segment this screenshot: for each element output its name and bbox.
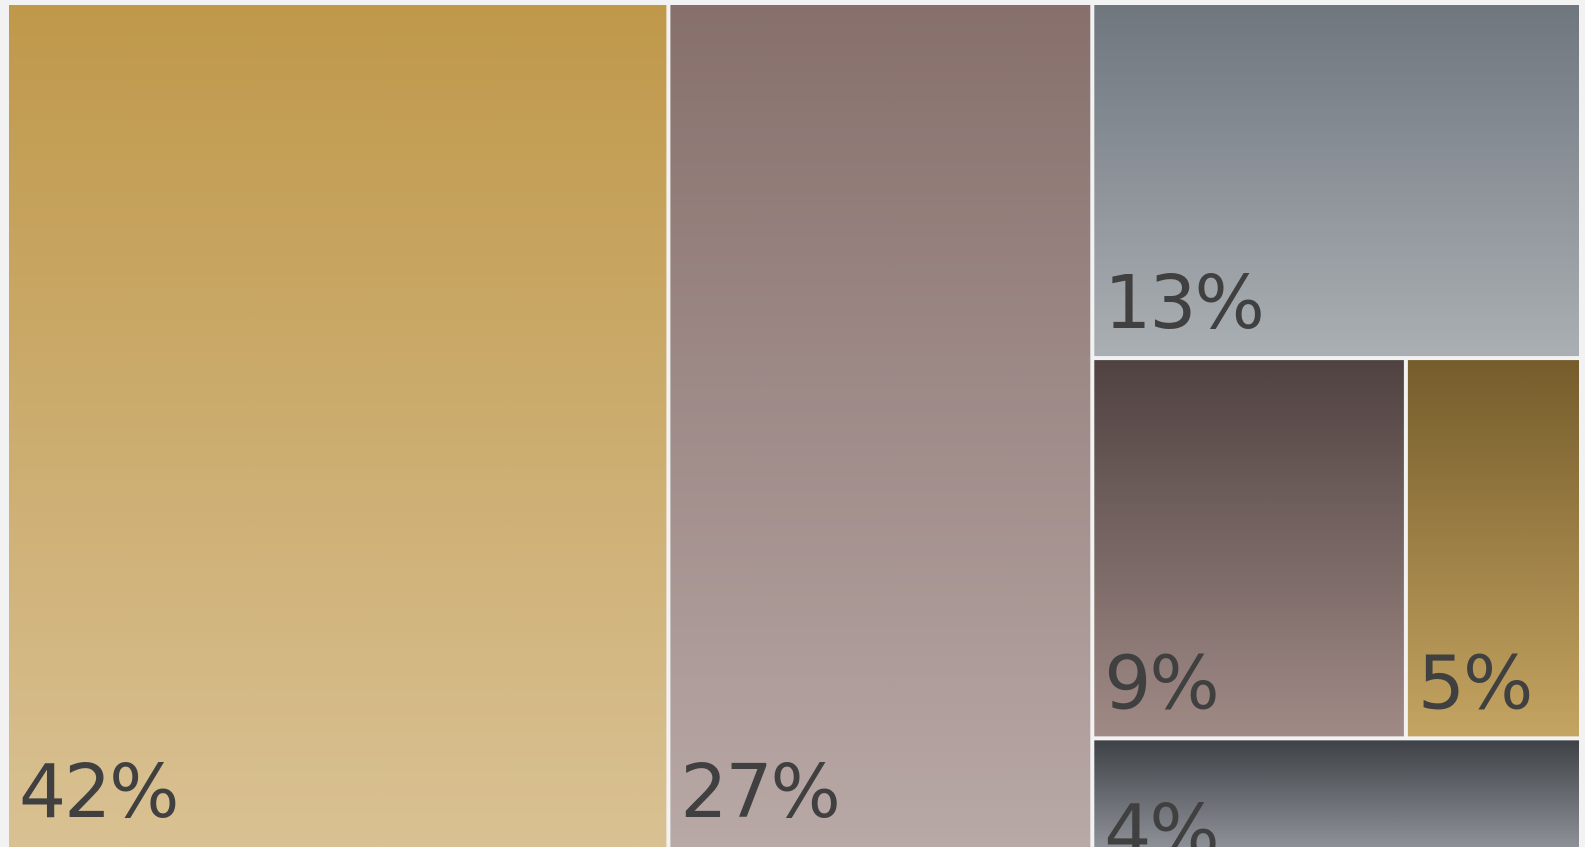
tile-4[interactable]: 5% — [1407, 360, 1579, 737]
tile-rect-1[interactable] — [670, 5, 1091, 847]
tile-rect-2[interactable] — [1094, 5, 1579, 357]
tile-0[interactable]: 42% — [9, 5, 667, 847]
tile-label-5: 4% — [1104, 789, 1217, 847]
tile-label-0: 42% — [19, 749, 177, 835]
tiles-layer: 42% 27% 13% 9% 5% 4% — [9, 5, 1579, 847]
tile-label-3: 9% — [1104, 640, 1217, 726]
tile-3[interactable]: 9% — [1094, 360, 1404, 737]
tile-label-2: 13% — [1104, 260, 1262, 346]
tile-2[interactable]: 13% — [1094, 5, 1579, 357]
tile-rect-0[interactable] — [9, 5, 667, 847]
tile-rect-5[interactable] — [1094, 740, 1579, 847]
tile-5[interactable]: 4% — [1094, 740, 1579, 847]
tile-label-1: 27% — [680, 749, 838, 835]
tile-rect-4[interactable] — [1407, 360, 1579, 737]
tile-label-4: 5% — [1418, 640, 1531, 726]
tile-rect-3[interactable] — [1094, 360, 1404, 737]
tile-1[interactable]: 27% — [670, 5, 1091, 847]
